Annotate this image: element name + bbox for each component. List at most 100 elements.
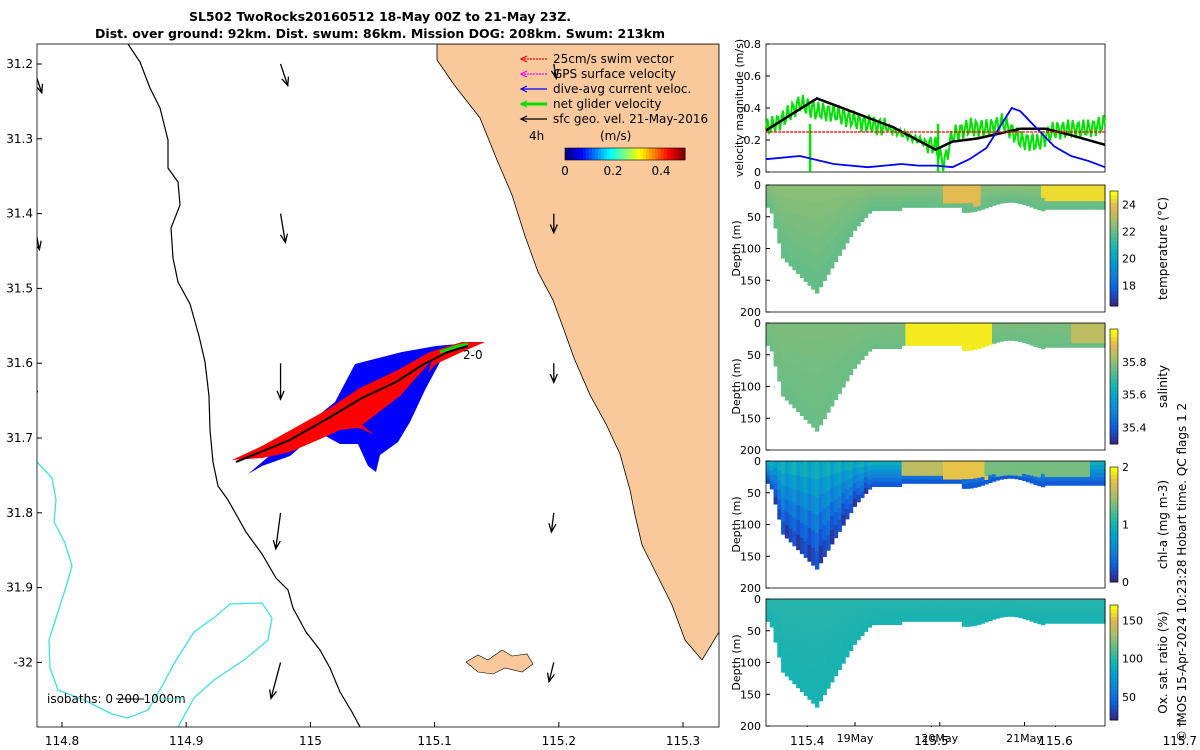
geo-vector-arrow: [549, 363, 558, 385]
profile-cell: [1037, 599, 1042, 604]
profile-cell: [980, 607, 986, 612]
profile-cell: [1086, 599, 1091, 604]
profile-cell: [1033, 334, 1038, 340]
colorbar-cell: [1110, 658, 1118, 663]
profile-cell: [995, 476, 1001, 481]
profile-cell: [1040, 327, 1046, 333]
profile-cell: [912, 326, 918, 332]
profile-cell: [773, 323, 778, 331]
colorbar-cell: [607, 148, 611, 160]
profile-cell: [973, 185, 978, 190]
profile-cell: [1037, 343, 1042, 349]
profile-cell: [1086, 603, 1091, 608]
profile-cell: [833, 650, 839, 664]
profile-cell: [777, 323, 782, 334]
colorbar-cell: [1110, 428, 1118, 433]
isobath-1000m: [37, 461, 273, 727]
profile-cell: [931, 192, 937, 197]
profile-cell: [946, 475, 952, 481]
profile-cell: [792, 365, 797, 381]
profile-cell: [784, 473, 790, 488]
profile-cell: [803, 541, 809, 558]
profile-cell: [939, 464, 944, 470]
colorbar-tick-label: 18: [1122, 280, 1136, 293]
profile-cell: [871, 607, 876, 613]
profile-cell: [784, 335, 790, 350]
profile-cell: [1063, 185, 1068, 190]
colorbar-cell: [1110, 643, 1118, 648]
profile-cell: [871, 189, 876, 195]
profile-cell: [1093, 197, 1099, 202]
profile-cell: [992, 185, 997, 189]
profile-cell: [871, 461, 876, 466]
profile-cell: [1093, 599, 1099, 604]
profile-cell: [826, 475, 831, 492]
profile-cell: [995, 467, 1001, 472]
profile-cell: [818, 269, 824, 288]
profile-cell: [894, 607, 899, 613]
profile-cell: [788, 336, 793, 351]
profile-cell: [811, 340, 816, 359]
colorbar-cell: [1110, 409, 1118, 414]
profile-cell: [879, 335, 884, 341]
profile-cell: [845, 637, 850, 648]
legend-item-label: net glider velocity: [553, 97, 661, 111]
profile-cell: [1078, 469, 1083, 474]
profile-cell: [1056, 599, 1061, 604]
profile-cell: [995, 608, 1001, 613]
profile-cell: [1007, 466, 1012, 471]
profile-cell: [860, 473, 865, 480]
profile-cell: [980, 603, 986, 608]
profile-cell: [916, 472, 922, 477]
profile-cell: [867, 475, 873, 481]
profile-cell: [856, 343, 861, 351]
profile-cell: [984, 617, 989, 623]
profile-cell: [1048, 323, 1053, 328]
profile-cell: [905, 326, 910, 332]
profile-cell: [1018, 329, 1023, 333]
profile-cell: [1082, 615, 1087, 620]
profile-cell: [1048, 599, 1053, 604]
profile-cell: [833, 599, 839, 613]
profile-cell: [995, 200, 1001, 205]
profile-cell: [1003, 607, 1008, 612]
profile-cell: [1044, 469, 1050, 474]
colorbar-cell: [1110, 252, 1118, 257]
profile-cell: [988, 606, 993, 611]
profile-cell: [939, 602, 944, 608]
profile-cell: [931, 599, 937, 604]
profile-cell: [1010, 461, 1016, 465]
profile-cell: [1048, 335, 1053, 340]
profile-cell: [1089, 339, 1095, 344]
profile-cell: [826, 643, 831, 660]
profile-cell: [845, 371, 850, 382]
profile-cell: [792, 351, 797, 366]
profile-cell: [950, 337, 955, 343]
profile-cell: [1063, 607, 1068, 612]
velocity-ytick-label: 0: [754, 166, 761, 179]
profile-cell: [924, 472, 929, 477]
profile-cell: [984, 464, 989, 470]
profile-cell: [1056, 205, 1061, 210]
profile-cell: [1086, 607, 1091, 612]
profile-cell: [901, 196, 906, 201]
profile-cell: [999, 464, 1004, 468]
profile-cell: [1082, 197, 1087, 202]
profile-cell: [890, 465, 895, 471]
profile-cell: [1059, 205, 1065, 210]
colorbar-cell: [643, 148, 647, 160]
colorbar-cell: [1110, 708, 1118, 713]
profile-cell: [1018, 476, 1023, 481]
profile-cell: [845, 480, 850, 491]
colorbar-tick-label: 100: [1122, 653, 1143, 666]
profile-cell: [924, 468, 929, 473]
profile-cell: [856, 474, 861, 482]
profile-cell: [773, 358, 778, 367]
profile-cell: [935, 472, 940, 477]
profile-cell: [890, 477, 895, 483]
profile-cell: [946, 330, 952, 335]
profile-cell: [860, 197, 865, 204]
profile-cell: [920, 610, 925, 615]
profile-cell: [961, 327, 967, 333]
profile-cell: [1089, 185, 1095, 190]
